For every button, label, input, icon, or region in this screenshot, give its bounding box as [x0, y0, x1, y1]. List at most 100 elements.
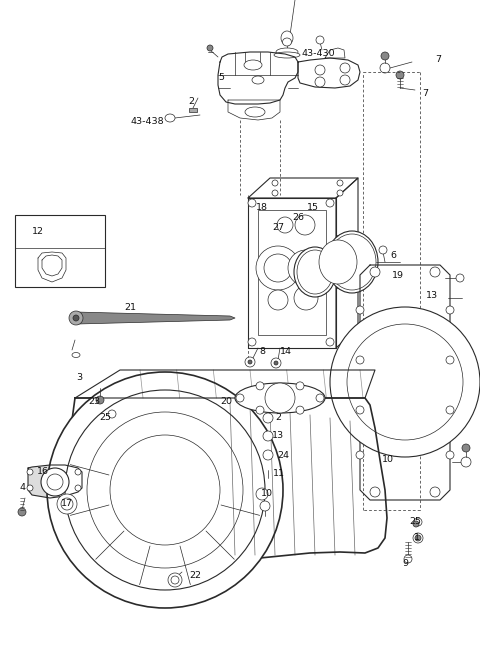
Circle shape [414, 518, 422, 526]
Ellipse shape [165, 114, 175, 122]
Circle shape [18, 508, 26, 516]
Polygon shape [218, 52, 298, 104]
Ellipse shape [319, 240, 357, 284]
Circle shape [316, 36, 324, 44]
Text: 8: 8 [259, 348, 265, 356]
Circle shape [96, 396, 104, 404]
Circle shape [356, 406, 364, 414]
Circle shape [337, 180, 343, 186]
Text: 11: 11 [273, 469, 285, 478]
Text: 27: 27 [272, 224, 284, 232]
Circle shape [356, 356, 364, 364]
Polygon shape [38, 252, 66, 282]
Text: 2: 2 [275, 414, 281, 422]
Circle shape [456, 274, 464, 282]
Circle shape [296, 258, 316, 278]
Circle shape [271, 358, 281, 368]
Circle shape [248, 360, 252, 364]
Circle shape [265, 383, 295, 413]
Circle shape [272, 180, 278, 186]
Circle shape [294, 286, 318, 310]
Circle shape [75, 485, 81, 491]
Ellipse shape [244, 60, 262, 70]
Polygon shape [228, 100, 280, 120]
Text: 43-438: 43-438 [130, 117, 164, 127]
Text: 24: 24 [277, 451, 289, 459]
Circle shape [277, 217, 293, 233]
Text: 4: 4 [19, 484, 25, 492]
Circle shape [446, 356, 454, 364]
Circle shape [73, 315, 79, 321]
Circle shape [236, 394, 244, 402]
Polygon shape [70, 398, 387, 568]
Circle shape [356, 451, 364, 459]
Text: 23: 23 [88, 397, 100, 407]
Text: 6: 6 [390, 251, 396, 261]
Circle shape [430, 267, 440, 277]
Bar [189, 108, 197, 112]
Circle shape [274, 361, 278, 365]
Text: 14: 14 [280, 348, 292, 356]
Text: 7: 7 [422, 88, 428, 98]
Circle shape [316, 394, 324, 402]
Text: 26: 26 [292, 213, 304, 222]
Ellipse shape [297, 250, 333, 294]
Polygon shape [28, 465, 82, 498]
Polygon shape [75, 370, 375, 398]
Text: 22: 22 [189, 572, 201, 581]
Circle shape [256, 406, 264, 414]
Circle shape [272, 190, 278, 196]
Ellipse shape [252, 76, 264, 84]
Ellipse shape [328, 234, 376, 290]
Circle shape [326, 199, 334, 207]
Polygon shape [360, 265, 450, 500]
Text: 18: 18 [256, 203, 268, 211]
Circle shape [340, 75, 350, 85]
Circle shape [110, 435, 220, 545]
Circle shape [65, 390, 265, 590]
Circle shape [27, 485, 33, 491]
Text: 10: 10 [261, 490, 273, 498]
Circle shape [370, 487, 380, 497]
Circle shape [245, 357, 255, 367]
Text: 43-430: 43-430 [301, 50, 335, 59]
Polygon shape [325, 48, 345, 58]
Ellipse shape [294, 247, 336, 297]
Text: 3: 3 [76, 374, 82, 383]
Circle shape [381, 52, 389, 60]
Ellipse shape [245, 107, 265, 117]
Text: 17: 17 [61, 498, 73, 508]
Circle shape [462, 444, 470, 452]
Text: 20: 20 [220, 397, 232, 407]
Circle shape [41, 468, 69, 496]
Circle shape [168, 573, 182, 587]
Circle shape [446, 306, 454, 314]
Circle shape [379, 246, 387, 254]
Text: 12: 12 [32, 228, 44, 236]
Circle shape [263, 431, 273, 441]
Circle shape [356, 306, 364, 314]
Circle shape [430, 487, 440, 497]
Text: 21: 21 [124, 302, 136, 312]
Circle shape [337, 190, 343, 196]
Text: 16: 16 [37, 467, 49, 477]
Text: 13: 13 [426, 290, 438, 300]
Ellipse shape [283, 38, 291, 46]
Circle shape [340, 63, 350, 73]
Circle shape [87, 412, 243, 568]
Circle shape [248, 338, 256, 346]
Text: 7: 7 [435, 55, 441, 65]
Text: 2: 2 [188, 96, 194, 106]
Circle shape [315, 65, 325, 75]
Text: 25: 25 [409, 517, 421, 527]
Circle shape [260, 501, 270, 511]
Text: 10: 10 [382, 455, 394, 465]
Circle shape [296, 406, 304, 414]
Circle shape [347, 324, 463, 440]
Bar [15, 215, 105, 287]
Circle shape [263, 450, 273, 460]
Circle shape [47, 372, 283, 608]
Ellipse shape [72, 352, 80, 358]
Circle shape [461, 457, 471, 467]
Ellipse shape [274, 52, 300, 58]
